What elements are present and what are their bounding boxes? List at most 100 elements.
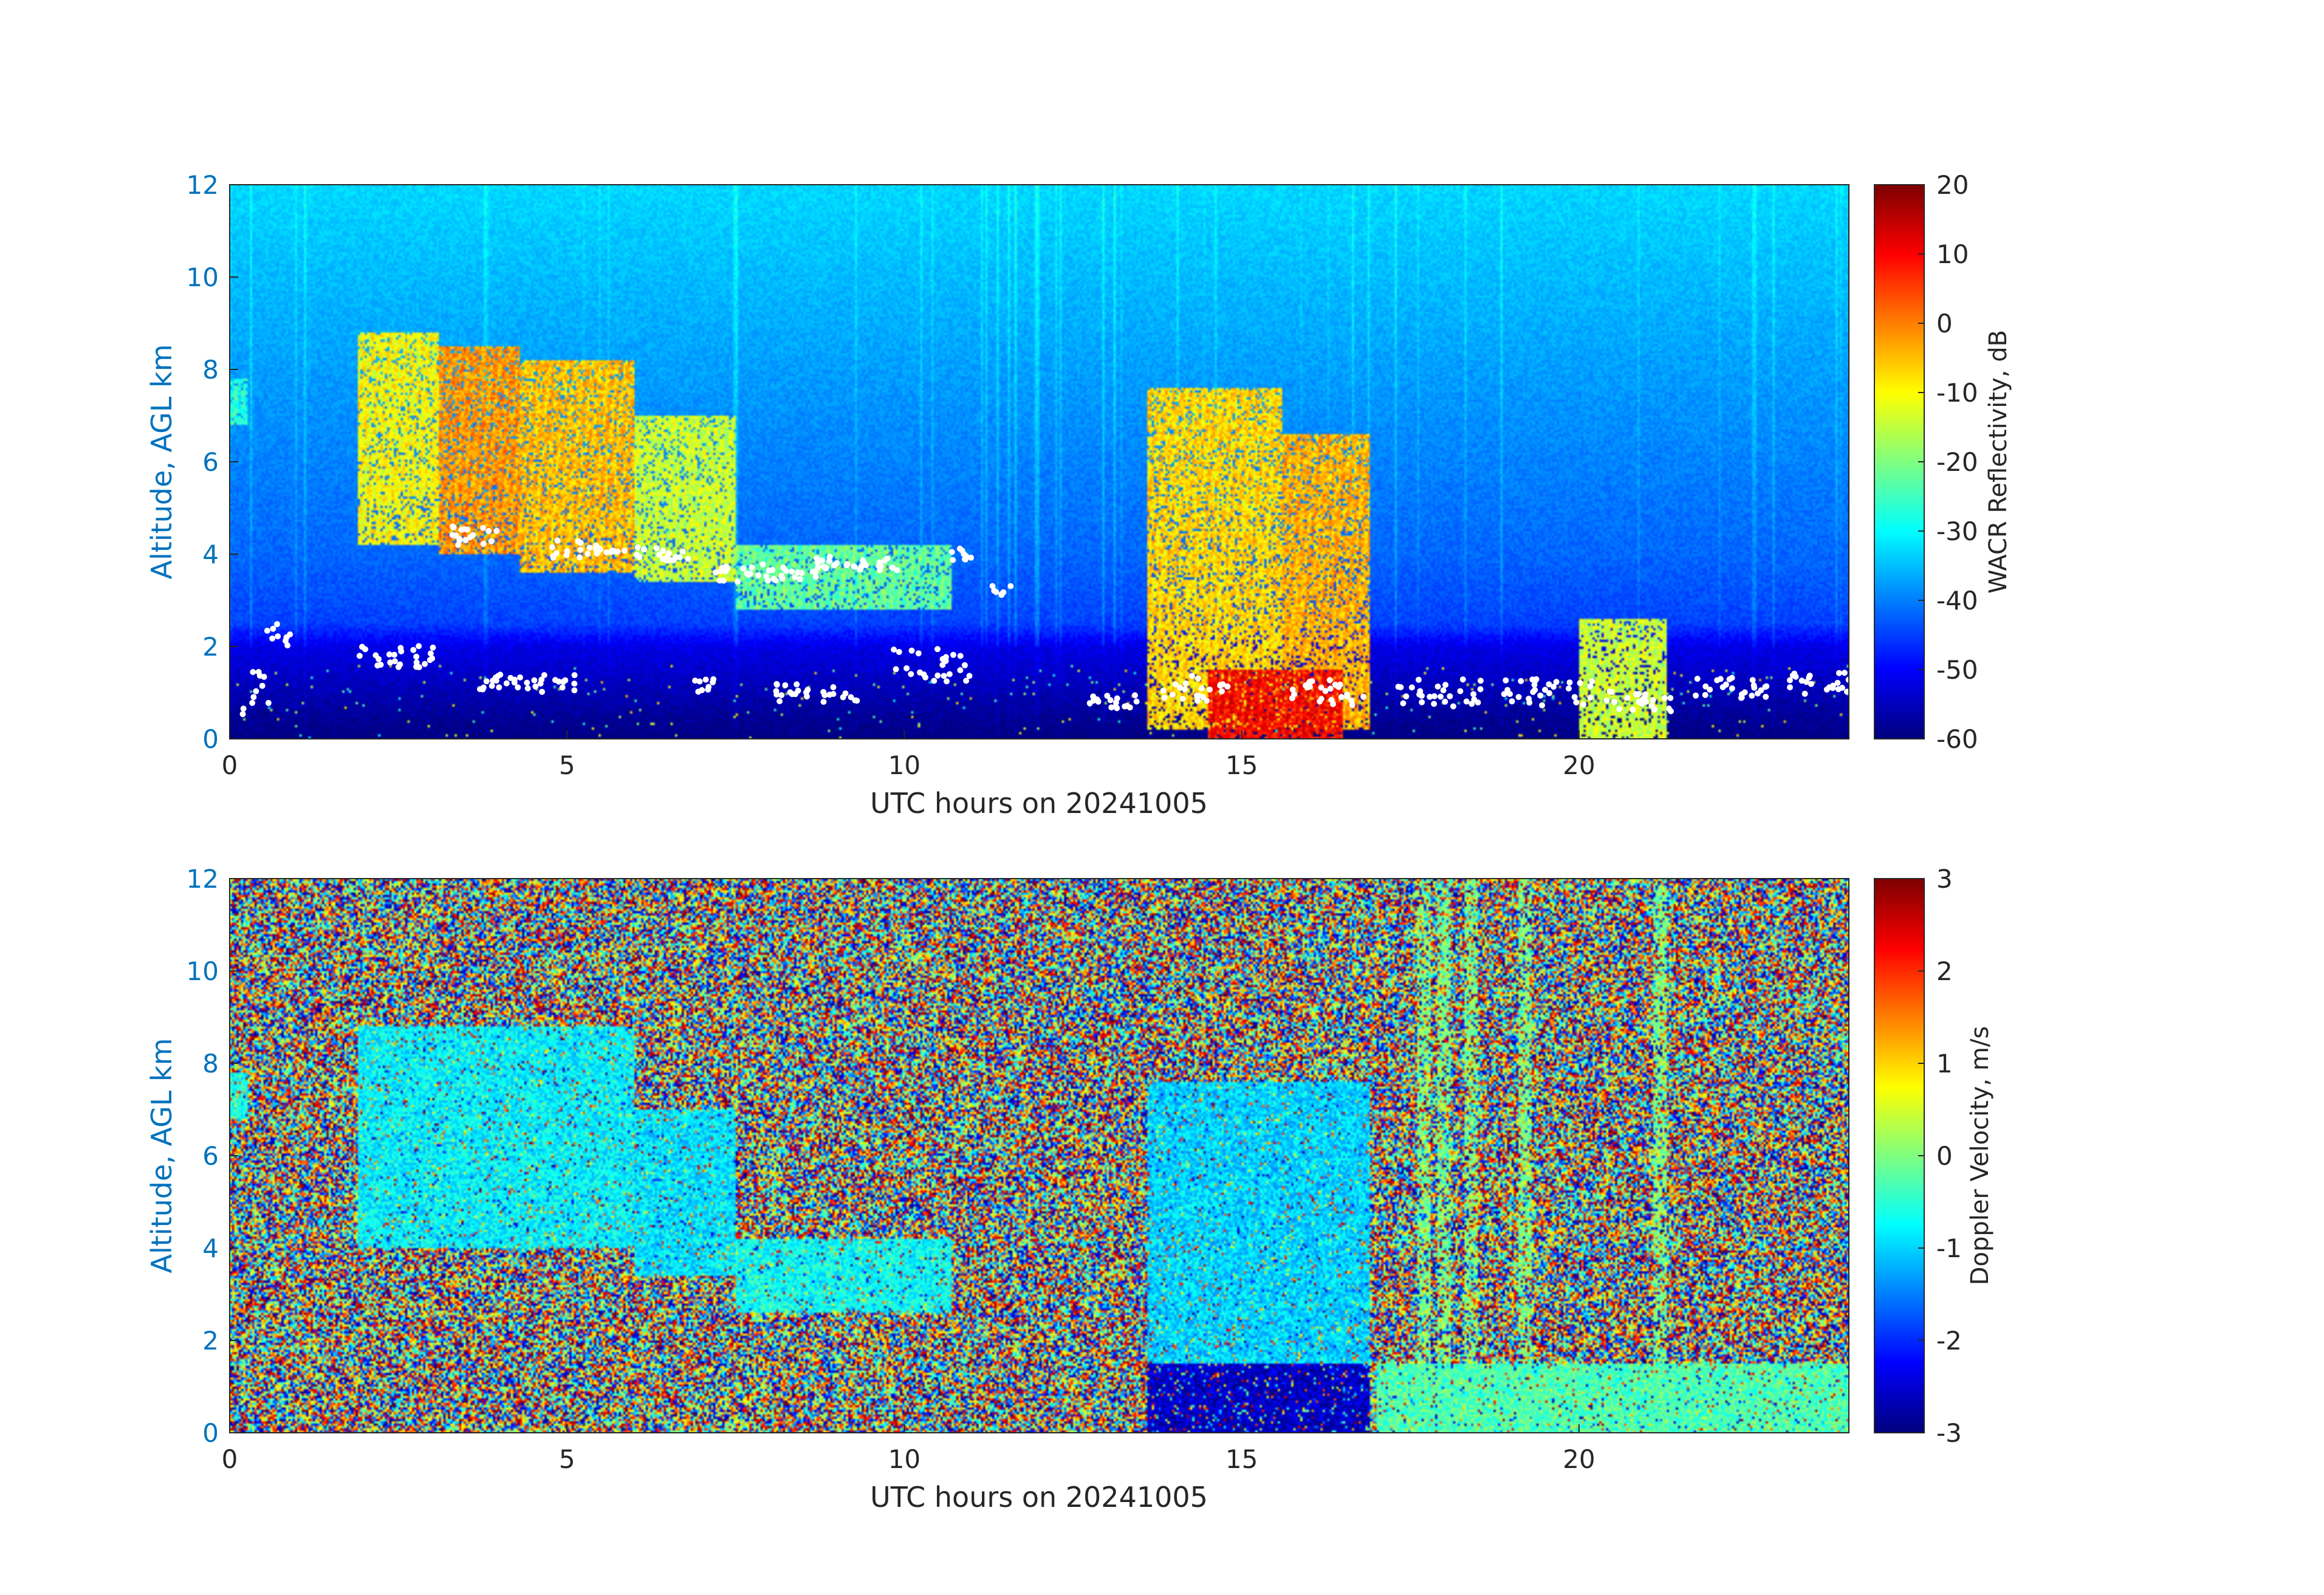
cloud-base-marker [783, 568, 789, 574]
cloud-base-marker [656, 551, 662, 558]
cloud-base-marker [586, 544, 593, 551]
cloud-base-marker [1107, 697, 1114, 704]
cloud-base-marker [1459, 676, 1466, 683]
cloud-base-marker [1606, 688, 1613, 695]
cloud-base-marker [488, 538, 495, 544]
cloud-base-marker [584, 551, 591, 557]
cloud-base-marker [416, 643, 422, 650]
colorbar-tick-label: -10 [1936, 378, 1978, 408]
cloud-base-marker [1318, 696, 1325, 702]
cloud-base-marker [946, 671, 953, 677]
colorbar-tick-label: -40 [1936, 586, 1978, 616]
cloud-base-marker [804, 693, 810, 700]
cloud-base-marker [1438, 693, 1444, 700]
cloud-base-marker [695, 688, 702, 695]
cloud-base-marker [493, 677, 499, 684]
cloud-base-marker [284, 642, 291, 649]
cloud-base-marker [1179, 696, 1186, 702]
x-tick-label: 10 [888, 750, 920, 780]
cloud-base-marker [917, 669, 923, 676]
cloud-base-marker [1470, 691, 1477, 698]
reflectivity-colorbar [1874, 185, 1924, 739]
cloud-base-marker [1195, 675, 1201, 682]
doppler-heatmap [230, 879, 1849, 1433]
cloud-base-marker [1504, 687, 1511, 693]
cloud-base-marker [1722, 681, 1729, 688]
white-marker-layer [239, 523, 1852, 718]
cloud-base-marker [1133, 698, 1140, 705]
cloud-base-marker [511, 679, 518, 686]
cloud-base-marker [1542, 687, 1548, 693]
cloud-base-marker [792, 574, 798, 580]
y-tick-label: 12 [187, 864, 219, 894]
y-tick-label: 4 [202, 540, 219, 569]
cloud-base-marker [908, 647, 915, 654]
doppler-colorbar [1874, 879, 1924, 1433]
colorbar-tick-label: -30 [1936, 516, 1978, 546]
cloud-base-marker [1338, 694, 1345, 701]
cloud-base-marker [931, 677, 937, 684]
cloud-base-marker [991, 588, 998, 594]
cloud-base-marker [1188, 673, 1195, 679]
x-tick-label: 5 [559, 1444, 575, 1474]
cloud-base-marker [1450, 703, 1456, 710]
reflectivity-panel: 0 5 10 15 20 0 2 4 6 8 10 12 UTC hours on 20241005… [145, 170, 2012, 820]
cloud-base-marker [1749, 692, 1755, 699]
cloud-base-marker [1573, 699, 1580, 705]
cloud-base-marker [720, 577, 727, 584]
cloud-base-marker [820, 688, 827, 695]
cloud-base-marker [759, 561, 766, 568]
cloud-base-marker [820, 699, 827, 705]
cloud-base-marker [1714, 677, 1721, 684]
cloud-base-marker [515, 684, 521, 691]
y-tick-label: 2 [202, 1326, 219, 1356]
cloud-base-marker [1806, 674, 1812, 681]
cloud-base-marker [503, 680, 510, 687]
cloud-base-marker [773, 681, 780, 687]
cloud-base-marker [713, 569, 719, 575]
cloud-base-marker [1435, 683, 1441, 690]
cloud-base-marker [769, 567, 776, 573]
cloud-base-marker [854, 698, 860, 704]
cloud-base-marker [1086, 700, 1093, 707]
cloud-base-marker [679, 548, 686, 555]
cloud-base-marker [577, 546, 584, 553]
cloud-base-marker [778, 692, 785, 699]
cloud-base-marker [549, 544, 555, 551]
cloud-base-marker [957, 653, 964, 659]
cloud-base-marker [614, 548, 621, 555]
cloud-base-marker [1738, 695, 1745, 701]
cloud-base-marker [1335, 684, 1342, 690]
cloud-base-marker [1501, 691, 1507, 698]
colorbar-tick-label: 20 [1936, 170, 1969, 200]
cloud-base-marker [1094, 697, 1101, 704]
colorbar-tick-label: 2 [1936, 956, 1953, 986]
x-tick-label: 0 [222, 750, 238, 780]
y-tick-label: 10 [187, 262, 219, 292]
cloud-base-marker [356, 653, 363, 659]
cloud-base-marker [274, 621, 280, 628]
cloud-base-marker [524, 679, 530, 686]
colorbar-tick-label: -3 [1936, 1418, 1962, 1448]
cloud-base-marker [1400, 700, 1407, 707]
y-tick-label: 6 [202, 447, 219, 477]
cloud-base-marker [1403, 693, 1410, 700]
colorbar-tick-label: -60 [1936, 724, 1978, 754]
cloud-base-marker [524, 685, 531, 691]
cloud-base-marker [1616, 706, 1623, 713]
cloud-base-marker [1219, 688, 1225, 695]
cloud-base-marker [1161, 695, 1168, 701]
cloud-base-marker [594, 551, 600, 557]
cloud-base-marker [1630, 707, 1636, 713]
doppler-colorbar-ticks: 3 2 1 0 -1 -2 -3 [1918, 864, 1962, 1448]
cloud-base-marker [702, 676, 709, 683]
cloud-base-marker [253, 688, 259, 695]
cloud-base-marker [848, 694, 854, 701]
cloud-base-marker [480, 541, 487, 547]
cloud-base-marker [621, 547, 628, 554]
doppler-x-axis: 0 5 10 15 20 [222, 1424, 1596, 1474]
cloud-base-marker [397, 645, 404, 651]
cloud-base-marker [239, 711, 246, 718]
cloud-base-marker [660, 547, 667, 554]
